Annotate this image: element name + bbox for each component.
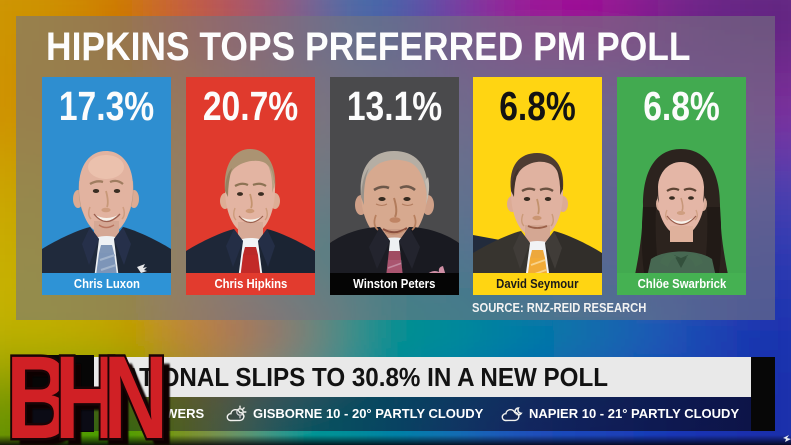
svg-text:B: B [6, 348, 71, 445]
svg-text:H: H [62, 348, 127, 445]
svg-text:N: N [103, 348, 168, 445]
svg-text:B: B [14, 348, 79, 445]
svg-text:N: N [111, 348, 176, 445]
svg-text:H: H [55, 348, 120, 445]
